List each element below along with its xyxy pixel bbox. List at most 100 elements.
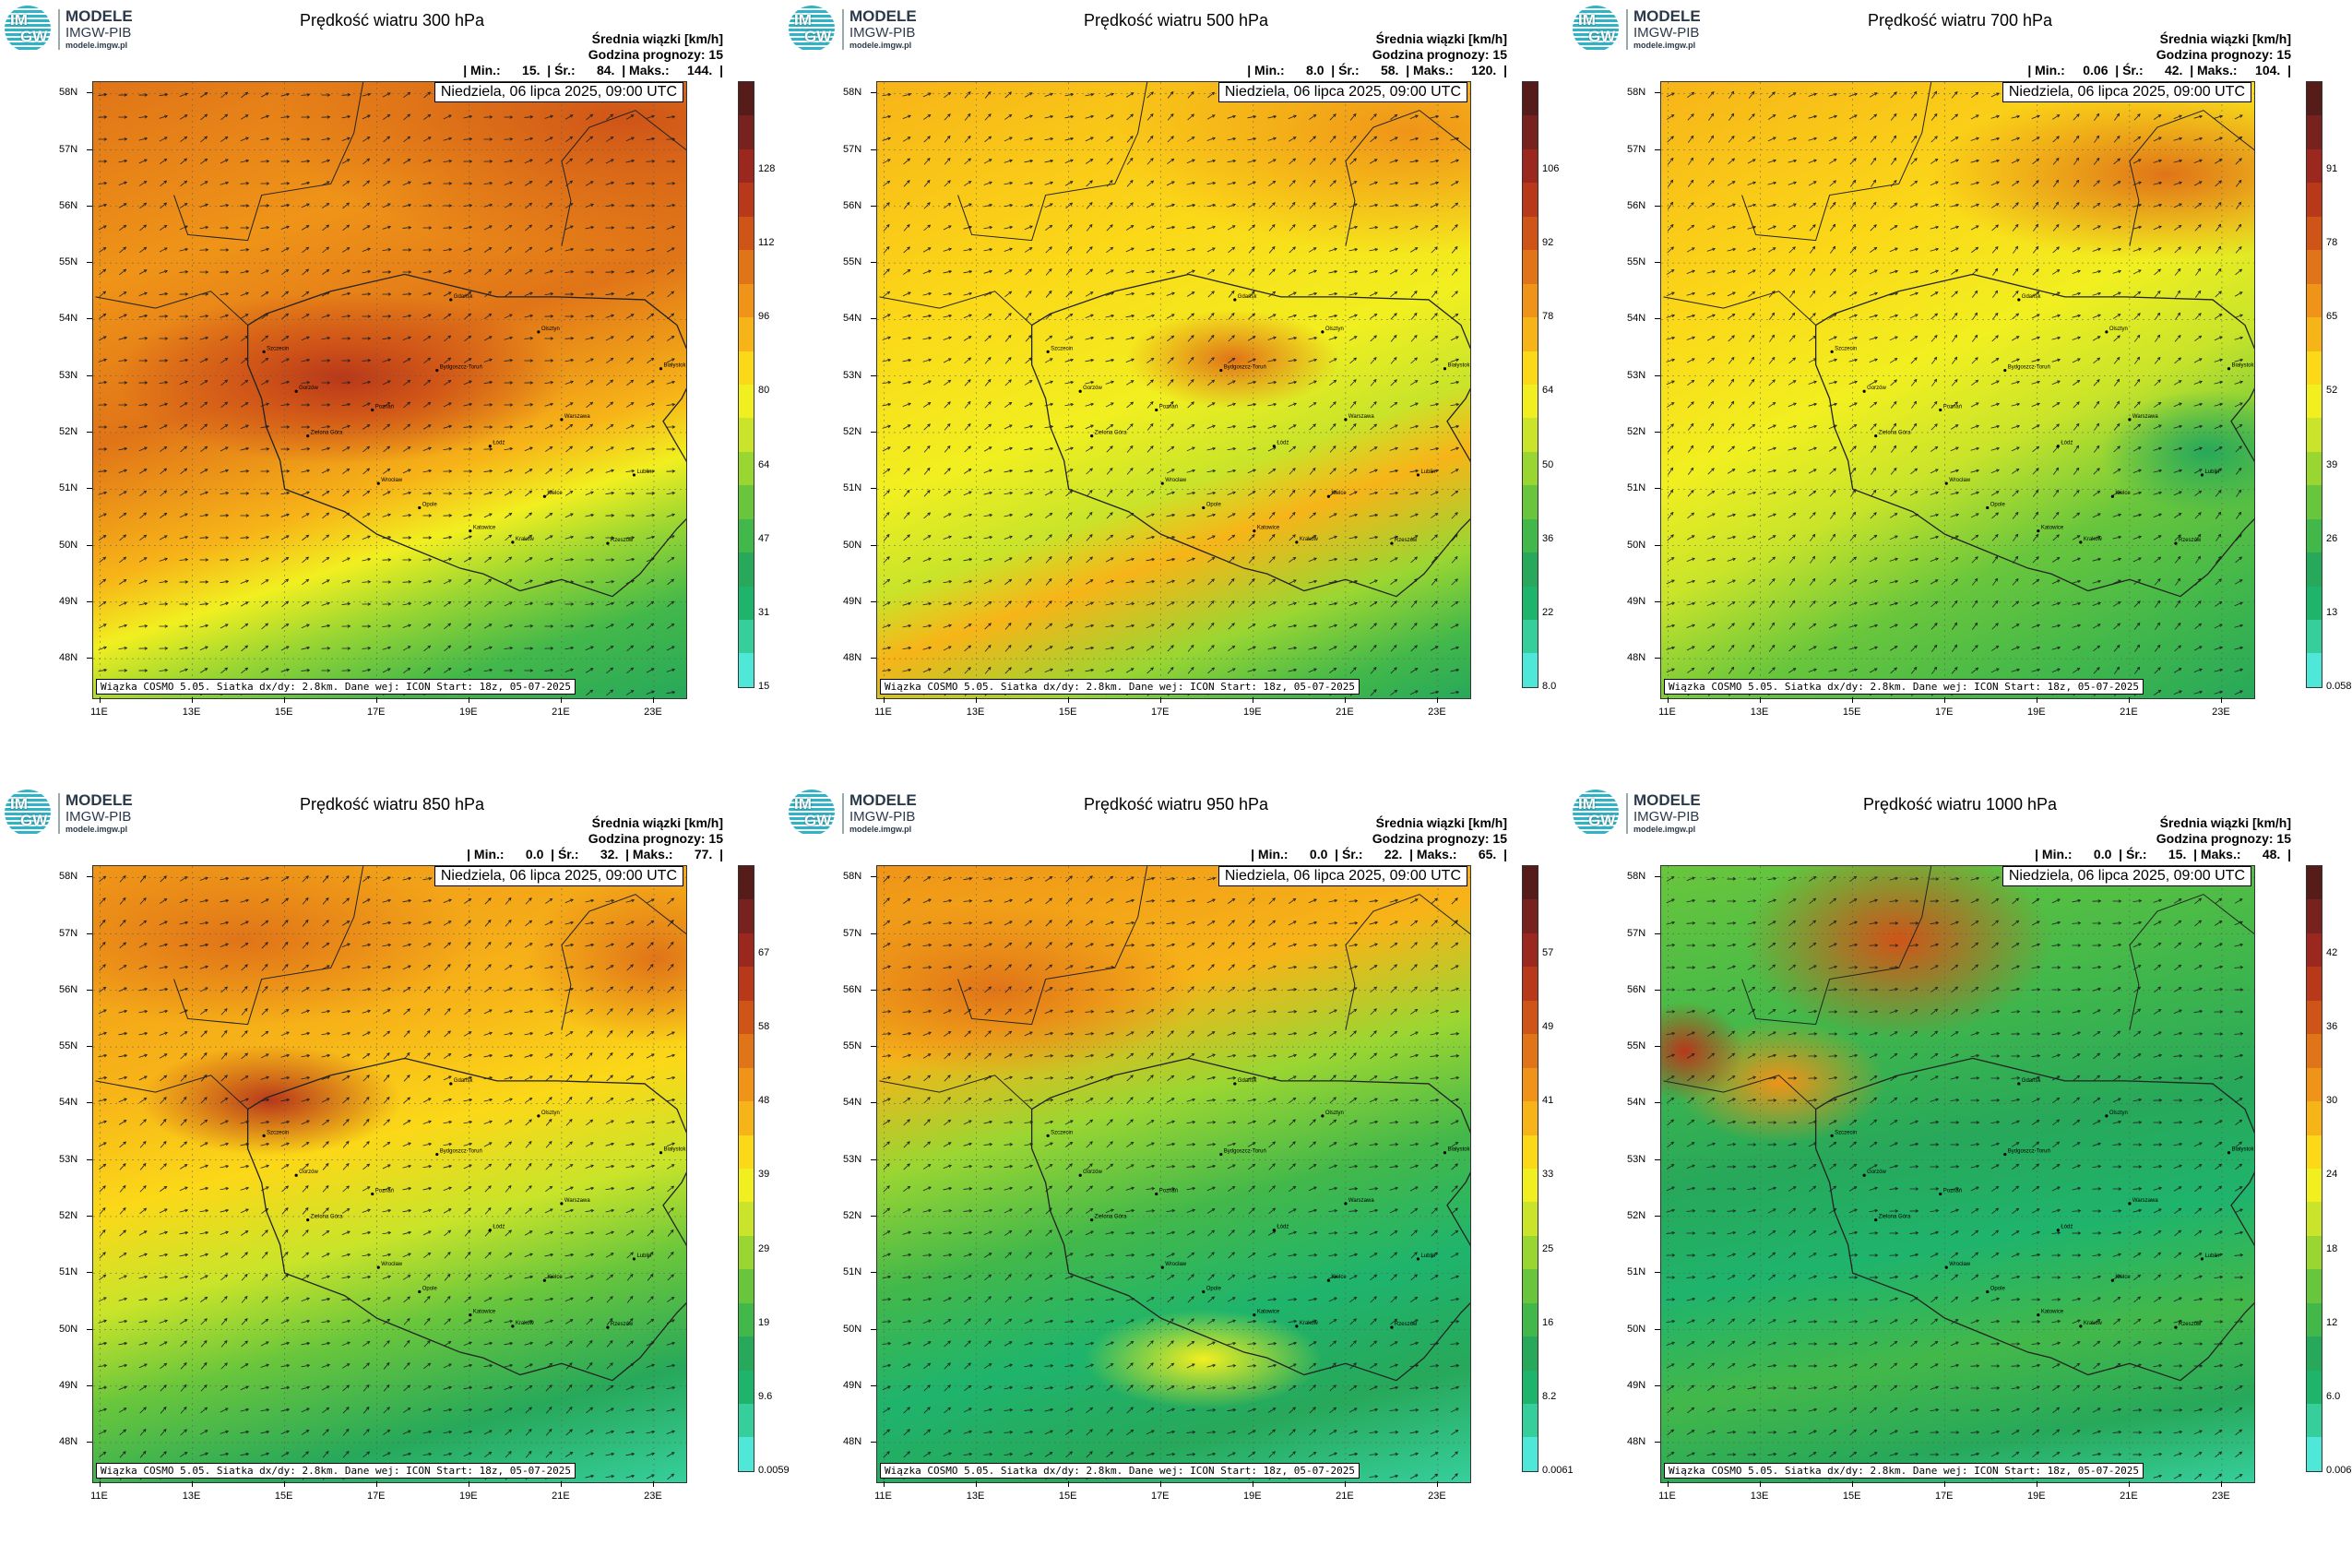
wind-arrow [1126,202,1134,209]
wind-arrow [1065,512,1073,519]
wind-arrow-head [205,314,209,318]
wind-arrow [1930,181,1939,186]
logo-divider [842,9,844,50]
wind-arrow-head [2179,424,2183,429]
wind-arrow [1970,160,1979,163]
wind-arrow [2013,268,2018,276]
wind-arrow [1869,269,1878,275]
wind-arrow-head [347,402,351,407]
wind-arrow-head [408,203,412,208]
wind-arrow [1870,136,1877,143]
wind-arrow-head [671,268,675,273]
wind-arrow [585,603,594,605]
wind-arrow-head [204,92,208,96]
wind-arrow-head [367,247,371,251]
wind-arrow [463,269,472,275]
wind-arrow [220,646,228,651]
latitude-tick [87,92,92,94]
wind-arrow-head [1050,446,1054,451]
wind-arrow-head [306,491,310,494]
wind-arrow [1125,358,1134,363]
wind-arrow [1289,246,1296,254]
wind-arrow [1431,246,1438,254]
wind-arrow-head [1354,314,1358,317]
wind-arrow-head [1793,181,1798,185]
wind-arrow-head [1935,513,1940,517]
wind-arrow [544,670,553,671]
wind-arrow [585,380,594,386]
latitude-tick-label: 54N [843,313,862,325]
wind-arrow-head [286,203,291,208]
wind-arrow [2215,246,2221,254]
wind-arrow [200,92,208,98]
wind-arrow-head [1313,402,1317,406]
wind-arrow [1849,180,1857,187]
wind-arrow-head [266,225,270,230]
wind-arrow-head [589,113,594,118]
wind-arrow [1167,136,1174,143]
wind-arrow [565,445,573,453]
logo-url: modele.imgw.pl [849,41,912,50]
wind-arrow-head [448,557,453,562]
wind-arrow [2113,445,2120,453]
wind-arrow-head [407,136,411,140]
wind-arrow-head [886,268,890,272]
wind-arrow [1206,447,1216,451]
wind-arrow-head [1712,513,1716,517]
wind-arrow [1430,691,1439,695]
longitude-tick-label: 23E [644,707,662,718]
wind-arrow-head [1812,600,1816,604]
wind-arrow-head [2198,335,2203,339]
wind-arrow-head [428,514,433,517]
wind-arrow [1970,114,1979,120]
wind-arrow [2215,224,2221,232]
latitude-tick-label: 58N [843,87,862,99]
wind-arrow [1706,513,1716,518]
wind-arrow-head [2239,423,2243,428]
wind-arrow [1228,600,1235,608]
wind-arrow-head [1313,668,1317,671]
wind-arrow-head [947,401,951,405]
wind-arrow-head [488,600,493,605]
city-marker [511,540,515,544]
city-label: Łódź [493,441,505,446]
wind-arrow [1687,224,1694,232]
wind-arrow-head [928,646,932,650]
wind-arrow-head [1792,92,1797,96]
wind-arrow [1045,534,1052,541]
wind-arrow [98,359,107,362]
wind-arrow [422,424,432,430]
wind-arrow-head [448,159,453,163]
wind-arrow [1889,292,1898,296]
wind-arrow [240,270,249,274]
wind-arrow [1450,359,1459,362]
wind-arrow [99,556,106,564]
wind-arrow-head [1832,511,1836,516]
wind-arrow-head [1110,136,1114,140]
wind-arrow [882,403,891,407]
wind-arrow [2073,401,2080,409]
wind-arrow-head [630,335,635,339]
wind-arrow-head [346,535,350,539]
wind-arrow [423,379,431,386]
wind-arrow-head [908,291,911,295]
wind-arrow [362,225,371,231]
wind-arrow-head [1914,468,1918,472]
wind-arrow [1328,624,1337,628]
wind-arrow [1931,357,1937,364]
wind-arrow-head [1773,469,1777,473]
wind-arrow [2133,291,2141,298]
wind-arrow [1910,445,1918,453]
wind-arrow-head [2014,223,2019,228]
wind-arrow [2175,578,2180,586]
wind-arrow-head [1313,358,1318,362]
wind-arrow-head [1995,335,1999,339]
wind-arrow [1869,337,1878,340]
wind-arrow-head [245,579,249,583]
wind-arrow-head [1752,600,1755,604]
wind-arrow-head [1070,668,1075,672]
wind-arrow-head [205,536,209,540]
wind-arrow [342,180,350,187]
wind-arrow [1045,225,1052,231]
wind-arrow-head [1170,158,1175,162]
